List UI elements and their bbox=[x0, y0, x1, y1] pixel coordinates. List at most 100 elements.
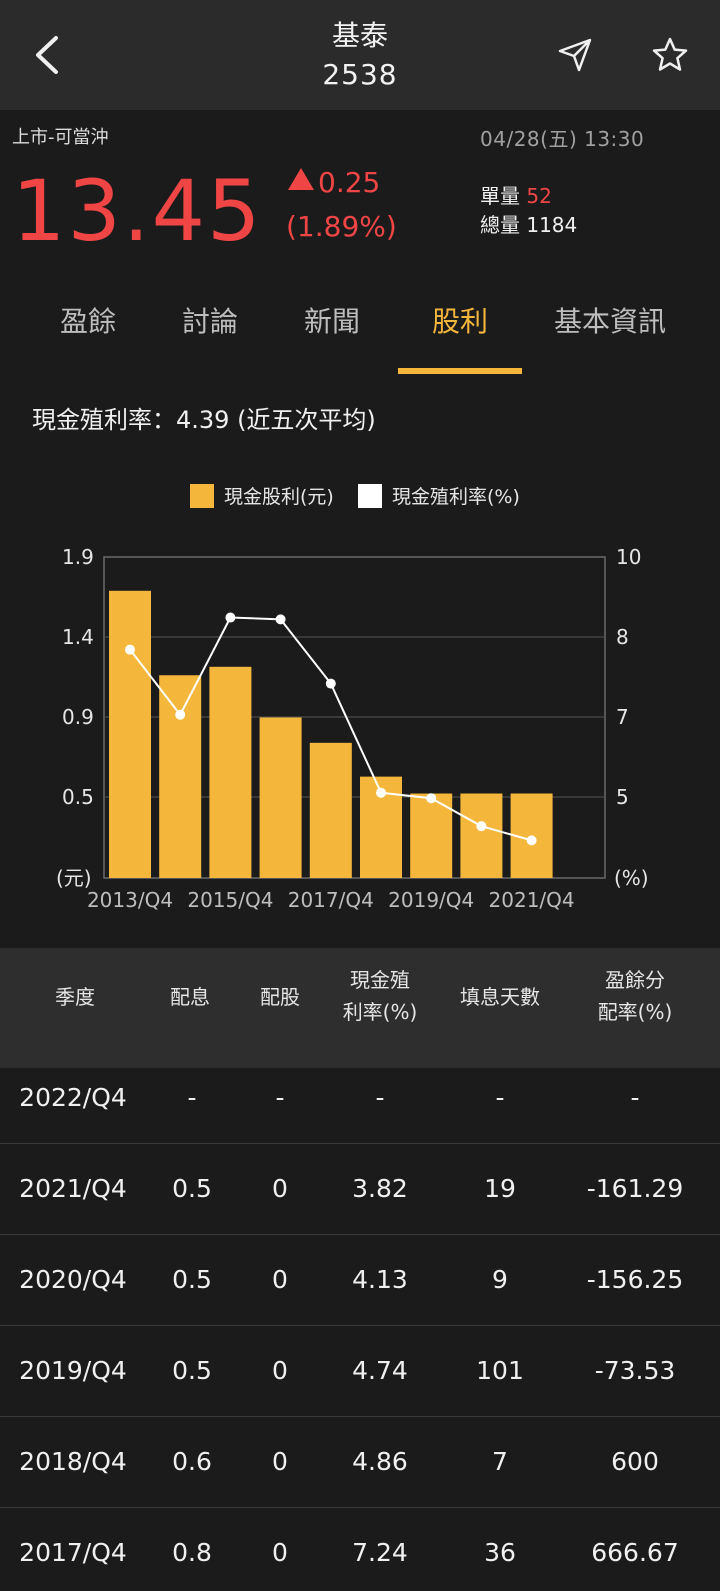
cell-cash-yield: 4.13 bbox=[352, 1265, 408, 1294]
table-row: 2018/Q4 0.6 0 4.86 7 600 bbox=[0, 1416, 720, 1508]
cell-payout-ratio: -73.53 bbox=[594, 1356, 676, 1385]
cell-fill-days: 36 bbox=[484, 1538, 516, 1567]
table-row: 2019/Q4 0.5 0 4.74 101 -73.53 bbox=[0, 1325, 720, 1417]
bar-cash-dividend bbox=[460, 793, 503, 878]
total-volume: 總量 1184 bbox=[480, 209, 577, 238]
legend-label-dividend: 現金股利(元) bbox=[224, 486, 334, 508]
left-axis-unit: (元) bbox=[56, 866, 92, 890]
point-cash-yield bbox=[325, 678, 336, 689]
cell-cash-yield: 7.24 bbox=[352, 1538, 408, 1567]
cell-stock-dividend: 0 bbox=[272, 1265, 288, 1294]
left-axis-tick: 1.4 bbox=[62, 625, 94, 649]
cell-payout-ratio: 666.67 bbox=[591, 1538, 679, 1567]
cell-cash-dividend: 0.5 bbox=[172, 1174, 212, 1203]
cell-fill-days: 19 bbox=[484, 1174, 516, 1203]
right-axis-unit: (%) bbox=[614, 866, 649, 890]
cell-cash-dividend: - bbox=[187, 1083, 197, 1112]
bar-cash-dividend bbox=[209, 666, 252, 878]
favorite-star-icon[interactable] bbox=[650, 35, 690, 75]
cell-cash-dividend: 0.6 bbox=[172, 1447, 212, 1476]
price-change: 0.25 bbox=[288, 166, 380, 199]
tab-news[interactable]: 新聞 bbox=[303, 305, 360, 338]
price-change-percent: (1.89%) bbox=[286, 210, 397, 243]
left-axis-tick: 1.9 bbox=[62, 545, 94, 569]
cell-payout-ratio: -156.25 bbox=[586, 1265, 684, 1294]
bar-cash-dividend bbox=[159, 675, 202, 878]
unit-volume-value: 52 bbox=[526, 184, 552, 208]
bar-cash-dividend bbox=[259, 717, 302, 878]
point-cash-yield bbox=[476, 821, 487, 832]
x-axis-tick: 2013/Q4 bbox=[87, 888, 173, 912]
legend-label-yield: 現金殖利率(%) bbox=[392, 486, 520, 508]
cell-quarter: 2020/Q4 bbox=[19, 1265, 127, 1294]
cell-cash-dividend: 0.5 bbox=[172, 1265, 212, 1294]
table-row: 2020/Q4 0.5 0 4.13 9 -156.25 bbox=[0, 1234, 720, 1326]
header-cash-yield-line2: 利率(%) bbox=[342, 1000, 418, 1024]
cell-payout-ratio: -161.29 bbox=[586, 1174, 684, 1203]
cell-fill-days: - bbox=[495, 1083, 505, 1112]
cell-stock-dividend: 0 bbox=[272, 1174, 288, 1203]
tab-earnings[interactable]: 盈餘 bbox=[59, 305, 116, 338]
point-cash-yield bbox=[376, 787, 386, 798]
cell-cash-yield: 4.74 bbox=[352, 1356, 408, 1385]
dividend-table-header: 季度 配息 配股 現金殖 利率(%) 填息天數 盈餘分 配率(%) bbox=[0, 948, 720, 1068]
cell-cash-yield: 4.86 bbox=[352, 1447, 408, 1476]
point-cash-yield bbox=[225, 612, 236, 623]
header-stock-dividend: 配股 bbox=[260, 985, 300, 1009]
cell-cash-dividend: 0.5 bbox=[172, 1356, 212, 1385]
table-row: 2017/Q4 0.8 0 7.24 36 666.67 bbox=[0, 1507, 720, 1591]
point-cash-yield bbox=[175, 709, 186, 720]
point-cash-yield bbox=[275, 614, 286, 625]
right-axis-tick: 5 bbox=[616, 785, 629, 809]
cell-stock-dividend: - bbox=[275, 1083, 285, 1112]
tab-basic-info[interactable]: 基本資訊 bbox=[553, 305, 666, 338]
right-axis-tick: 8 bbox=[616, 625, 629, 649]
header-payout-ratio: 盈餘分 配率(%) bbox=[575, 964, 695, 1028]
table-row: 2021/Q4 0.5 0 3.82 19 -161.29 bbox=[0, 1143, 720, 1235]
cell-stock-dividend: 0 bbox=[272, 1447, 288, 1476]
point-cash-yield bbox=[426, 793, 437, 804]
left-axis-tick: 0.9 bbox=[62, 705, 94, 729]
current-price: 13.45 bbox=[12, 162, 263, 260]
header-cash-dividend: 配息 bbox=[170, 985, 210, 1009]
tab-discussion[interactable]: 討論 bbox=[181, 305, 238, 338]
cell-quarter: 2017/Q4 bbox=[19, 1538, 127, 1567]
x-axis-tick: 2017/Q4 bbox=[288, 888, 374, 912]
share-icon[interactable] bbox=[555, 35, 595, 75]
price-change-value: 0.25 bbox=[318, 166, 381, 199]
right-axis-tick: 10 bbox=[616, 545, 641, 569]
cell-quarter: 2018/Q4 bbox=[19, 1447, 127, 1476]
table-row: 2022/Q4 - - - - - bbox=[0, 1052, 720, 1144]
header-fill-days: 填息天數 bbox=[460, 985, 540, 1009]
stock-code: 2538 bbox=[322, 58, 398, 91]
chart-legend: 現金股利(元) 現金殖利率(%) bbox=[0, 480, 720, 510]
point-cash-yield bbox=[125, 644, 135, 655]
active-tab-indicator bbox=[398, 368, 522, 374]
cell-payout-ratio: - bbox=[630, 1083, 640, 1112]
x-axis-tick: 2021/Q4 bbox=[489, 888, 575, 912]
cell-cash-yield: 3.82 bbox=[352, 1174, 408, 1203]
cell-quarter: 2022/Q4 bbox=[19, 1083, 127, 1112]
total-volume-label: 總量 bbox=[480, 213, 520, 237]
header-payout-line2: 配率(%) bbox=[597, 1000, 673, 1024]
cell-quarter: 2019/Q4 bbox=[19, 1356, 127, 1385]
header-payout-line1: 盈餘分 bbox=[605, 968, 665, 992]
left-axis-tick: 0.5 bbox=[62, 785, 94, 809]
cell-cash-yield: - bbox=[375, 1083, 385, 1112]
cell-stock-dividend: 0 bbox=[272, 1356, 288, 1385]
average-cash-yield: 現金殖利率：4.39 (近五次平均) bbox=[32, 406, 376, 434]
tab-bar: 盈餘 討論 新聞 股利 基本資訊 bbox=[0, 300, 720, 375]
tab-dividend[interactable]: 股利 bbox=[431, 305, 488, 338]
bar-cash-dividend bbox=[309, 742, 352, 878]
dividend-chart: 1.9 1.4 0.9 0.5 (元) 10 8 7 5 (%) 2013/Q4 2015/Q4 201… bbox=[56, 545, 649, 912]
back-icon[interactable] bbox=[28, 30, 68, 80]
top-bar: 基泰 2538 bbox=[0, 0, 720, 110]
market-type: 上市-可當沖 bbox=[12, 127, 109, 148]
point-cash-yield bbox=[526, 835, 537, 846]
legend-swatch-dividend bbox=[190, 484, 214, 508]
unit-volume-label: 單量 bbox=[480, 184, 520, 208]
cell-stock-dividend: 0 bbox=[272, 1538, 288, 1567]
cell-quarter: 2021/Q4 bbox=[19, 1174, 127, 1203]
bar-cash-dividend bbox=[109, 590, 151, 878]
cell-payout-ratio: 600 bbox=[611, 1447, 659, 1476]
